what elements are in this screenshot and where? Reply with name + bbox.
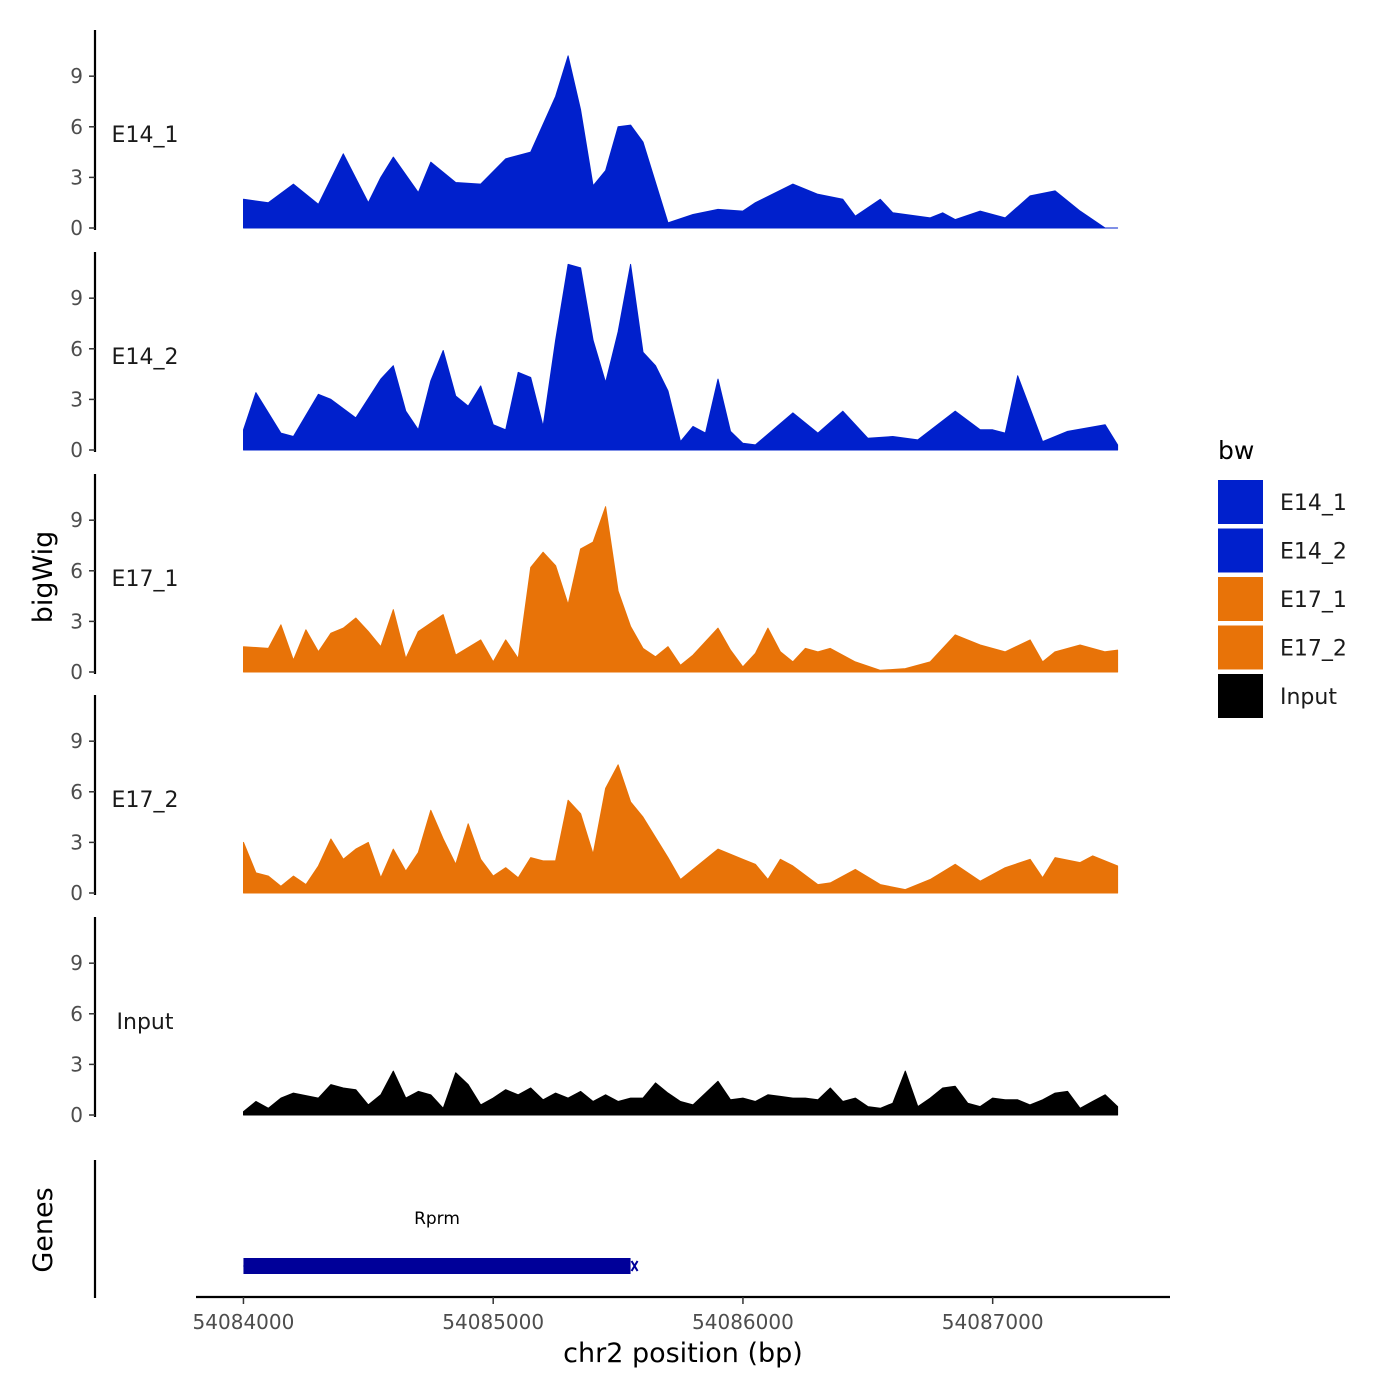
legend-swatch: [1218, 577, 1263, 621]
x-tick-label: 54084000: [193, 1310, 295, 1334]
y-tick-label: 3: [70, 609, 83, 633]
x-tick-label: 54086000: [692, 1310, 794, 1334]
signal-area-input: [243, 1070, 1119, 1116]
legend-entry: E17_2: [1218, 625, 1347, 670]
gene-label: Rprm: [414, 1209, 460, 1229]
y-tick-label: 0: [70, 438, 83, 462]
track-label: E14_2: [112, 345, 179, 370]
y-tick-label: 9: [70, 729, 83, 753]
y-tick-label: 9: [70, 64, 83, 88]
y-tick-label: 3: [70, 165, 83, 189]
legend-entry: E14_2: [1218, 528, 1347, 573]
legend-label: E14_2: [1280, 540, 1347, 565]
y-tick-label: 0: [70, 1103, 83, 1127]
legend-entry: Input: [1218, 674, 1337, 718]
y-tick-label: 6: [70, 115, 83, 139]
signal-tracks: 0 3 6 9 E14_1 0 3 6 9 E14_2 0 3 6 9 E17_1 0 3 6 9 E17_2 0 3 6 9…: [70, 30, 1119, 1127]
genes-axis-title: Genes: [28, 1187, 59, 1272]
x-axis-title: chr2 position (bp): [563, 1338, 803, 1369]
y-tick-label: 6: [70, 780, 83, 804]
track-label: E14_1: [112, 123, 179, 148]
legend-entry: E17_1: [1218, 577, 1347, 621]
y-tick-label: 9: [70, 508, 83, 532]
y-tick-label: 6: [70, 559, 83, 583]
signal-area-e14-1: [243, 55, 1119, 229]
track-label: Input: [117, 1010, 174, 1035]
y-tick-label: 9: [70, 951, 83, 975]
gene-end-mark-icon: [630, 1260, 639, 1272]
track-e14-2: 0 3 6 9 E14_2: [70, 252, 1119, 462]
x-tick-label: 54085000: [442, 1310, 544, 1334]
track-e14-1: 0 3 6 9 E14_1: [70, 30, 1119, 240]
strand-arrow-icon: [243, 1258, 253, 1274]
y-tick-label: 3: [70, 387, 83, 411]
signal-area-e17-1: [243, 506, 1119, 673]
legend-label: E17_2: [1280, 637, 1347, 662]
legend: bw E14_1 E14_2 E17_1 E17_2 Input: [1218, 436, 1347, 718]
track-label: E17_2: [112, 788, 179, 813]
y-tick-label: 9: [70, 286, 83, 310]
legend-swatch: [1218, 528, 1263, 573]
y-tick-label: 0: [70, 881, 83, 905]
x-tick-label: 54087000: [942, 1310, 1044, 1334]
track-e17-2: 0 3 6 9 E17_2: [70, 695, 1119, 905]
track-input: 0 3 6 9 Input: [70, 917, 1119, 1127]
track-label: E17_1: [112, 567, 179, 592]
signal-area-e17-2: [243, 764, 1119, 894]
legend-label: E14_1: [1280, 491, 1347, 516]
legend-label: E17_1: [1280, 588, 1347, 613]
y-tick-label: 3: [70, 1052, 83, 1076]
gene-track: Rprm: [93, 1160, 639, 1298]
y-axis-title: bigWig: [28, 531, 59, 624]
legend-label: Input: [1280, 685, 1337, 710]
signal-area-e14-2: [243, 263, 1119, 451]
y-tick-label: 3: [70, 830, 83, 854]
y-tick-label: 6: [70, 337, 83, 361]
legend-swatch: [1218, 674, 1263, 718]
y-tick-label: 0: [70, 660, 83, 684]
track-e17-1: 0 3 6 9 E17_1: [70, 474, 1119, 684]
y-tick-label: 0: [70, 216, 83, 240]
legend-swatch: [1218, 480, 1263, 524]
gene-body: [243, 1258, 631, 1274]
y-tick-label: 6: [70, 1002, 83, 1026]
legend-entry: E14_1: [1218, 480, 1347, 524]
legend-swatch: [1218, 625, 1263, 670]
legend-title: bw: [1218, 436, 1254, 465]
x-axis: 54084000 54085000 54086000 54087000: [193, 1295, 1170, 1334]
